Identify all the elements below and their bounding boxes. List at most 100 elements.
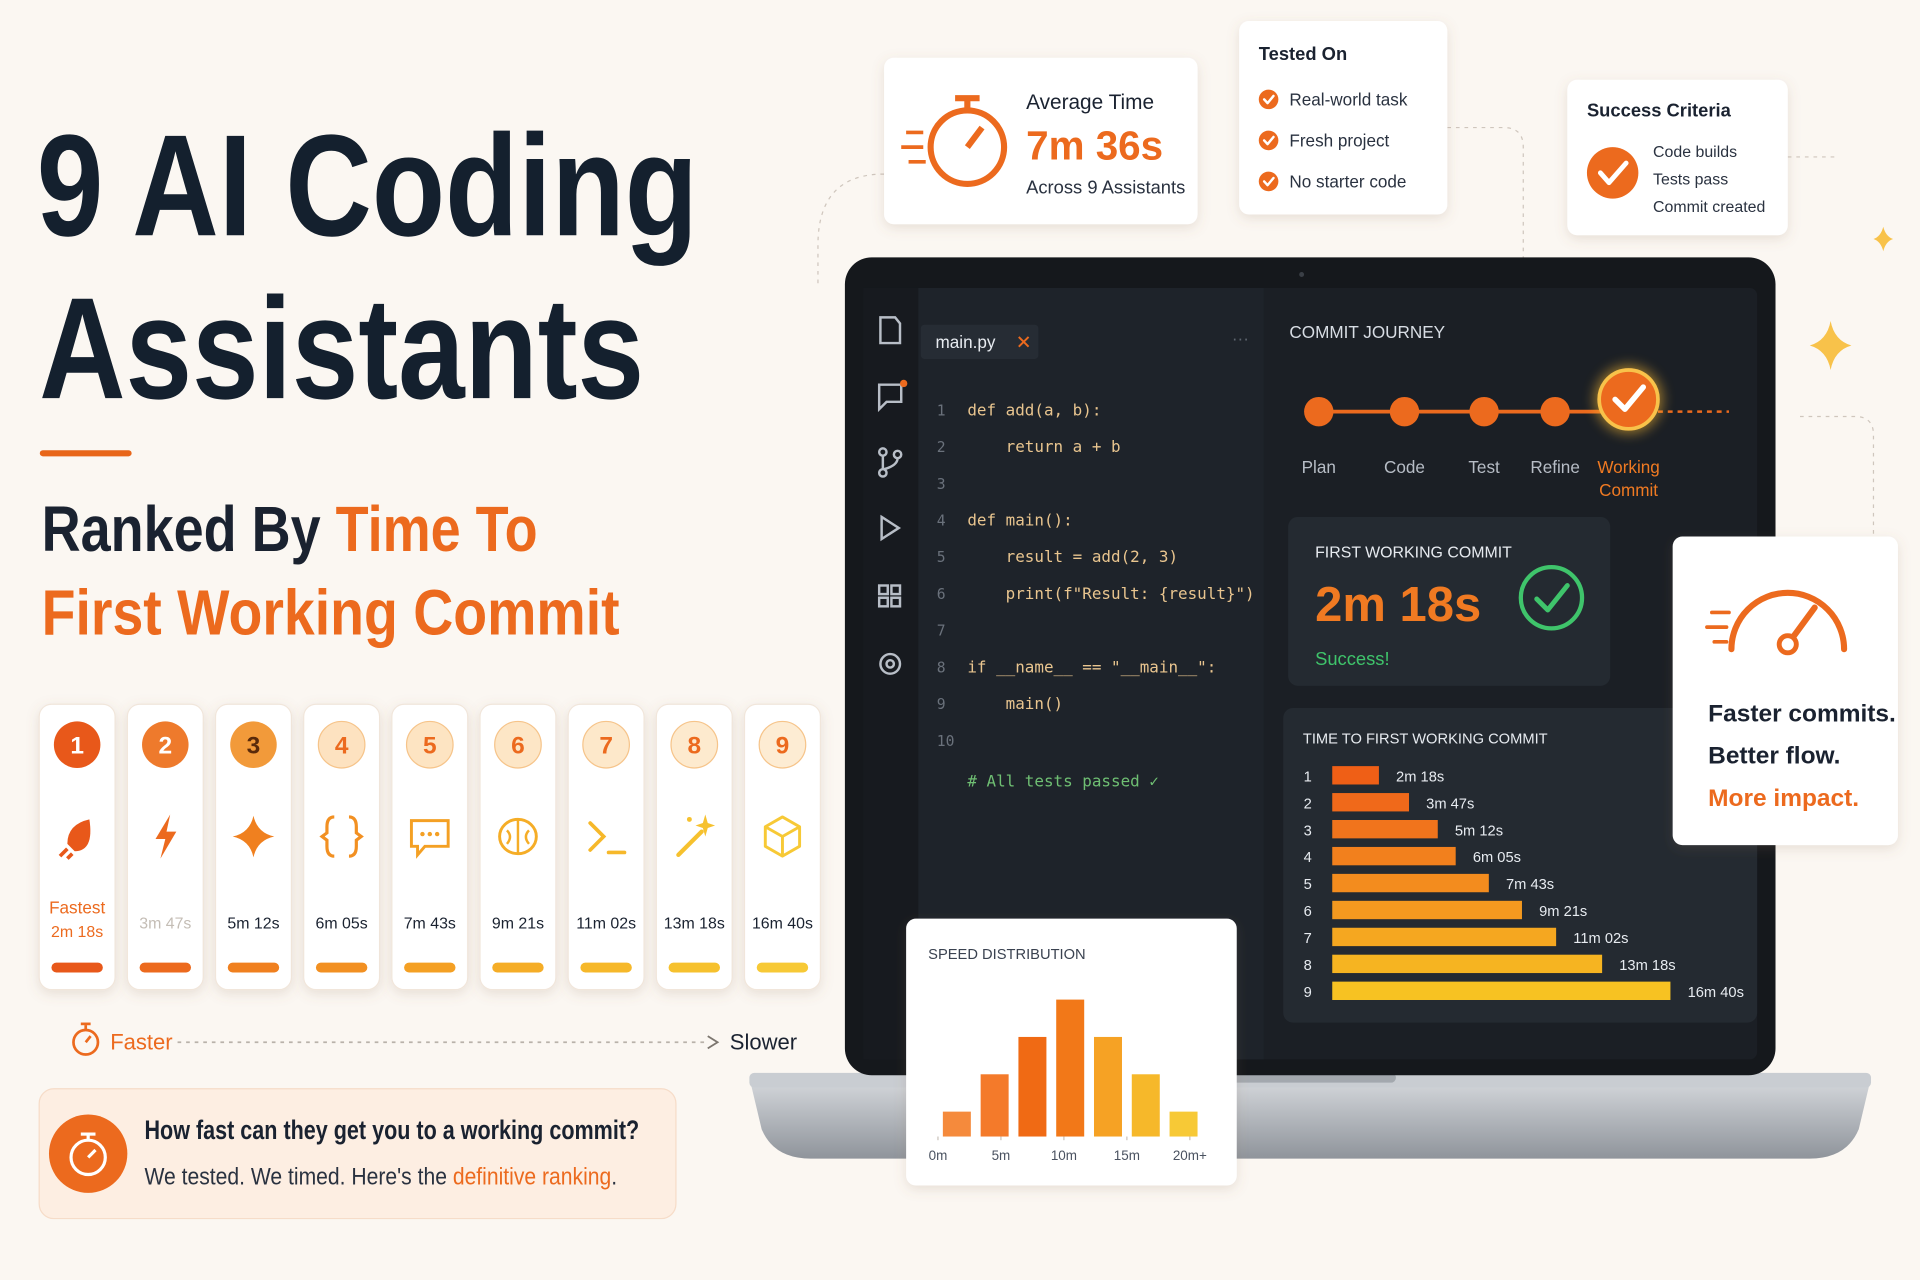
check-icon [1258, 171, 1279, 192]
rank-icon [686, 816, 692, 822]
bar [1332, 900, 1522, 920]
rank-badge [670, 720, 719, 769]
callout-end: . [611, 1163, 617, 1190]
line-number: 3 [937, 476, 946, 493]
rank-icon [58, 847, 74, 860]
rank-icon [588, 821, 627, 855]
connector [1447, 126, 1524, 264]
histogram-bar [1169, 1111, 1198, 1137]
tagline: Faster commits. Better flow. More impact. [1708, 700, 1896, 811]
tab-close [1018, 336, 1030, 348]
bar-category: 7 [1304, 931, 1312, 947]
rank-number: 2 [159, 732, 173, 759]
rank-icon [420, 831, 425, 837]
journey-node [1389, 396, 1420, 427]
callout-box [38, 1088, 677, 1220]
tested-title: Tested On [1259, 43, 1347, 64]
x-tick-label: 15m [1114, 1148, 1140, 1163]
rank-bar [580, 962, 632, 973]
check-mark [1262, 176, 1275, 187]
tab-label: main.py [936, 332, 996, 352]
code-comment: # All tests passed ✓ [967, 771, 1159, 790]
callout-answer: We tested. We timed. Here's the definiti… [144, 1163, 617, 1190]
bar-value-label: 2m 18s [1396, 769, 1444, 785]
scale-end: Slower [730, 1030, 797, 1055]
check-mark [1262, 94, 1275, 105]
connector [1800, 415, 1875, 535]
rank-note: Fastest [49, 898, 105, 918]
bar-category: 5 [1304, 877, 1312, 893]
bar [1332, 873, 1489, 893]
rank-badge [317, 720, 366, 769]
rank-badge [494, 720, 542, 769]
rank-bar [668, 962, 720, 973]
rank-bar [492, 962, 544, 973]
ranking-cards: 1 Fastest 2m 18s 2 3m 47s 3 5m 12s 4 6m 05s 5 7m 4… [38, 703, 822, 991]
rank-icon [676, 829, 704, 858]
tab-menu: ··· [1232, 328, 1249, 348]
success-item: Commit created [1653, 199, 1765, 216]
callout-icon [48, 1114, 128, 1193]
rank-badge [405, 720, 454, 769]
average-value: 7m 36s [1026, 122, 1163, 168]
line-number: 8 [937, 659, 946, 676]
journey-node [1597, 368, 1660, 431]
journey-title: COMMIT JOURNEY [1289, 322, 1445, 342]
rank-time: 16m 40s [752, 915, 813, 932]
success-icon [1586, 147, 1639, 199]
x-tick-label: 0m [929, 1148, 948, 1163]
bar-value-label: 9m 21s [1539, 904, 1587, 920]
histogram-bar [1018, 1036, 1047, 1137]
bar-title: TIME TO FIRST WORKING COMMIT [1303, 731, 1548, 747]
rank-icon [155, 814, 177, 859]
first-commit-icon [1518, 565, 1585, 631]
line-number: 4 [937, 513, 946, 530]
subtitle: Ranked By Time To [42, 494, 538, 565]
bar-value-label: 11m 02s [1573, 931, 1628, 947]
rank-number: 1 [70, 732, 84, 759]
rank-icon [232, 815, 275, 858]
rank-card [567, 703, 645, 991]
rank-number: 4 [335, 732, 349, 759]
journey-label: Plan [1302, 457, 1336, 477]
journey-node [1469, 396, 1499, 427]
x-tick-label: 20m+ [1173, 1148, 1207, 1163]
tested-item: Real-world task [1289, 90, 1407, 110]
connector [817, 173, 885, 288]
bar [1332, 820, 1438, 839]
rank-bar [404, 962, 456, 973]
callout-question: How fast can they get you to a working c… [144, 1115, 639, 1145]
histogram-bar [1093, 1036, 1122, 1137]
code-line: if __name__ == "__main__": [967, 657, 1216, 676]
bar-category: 2 [1304, 796, 1312, 812]
journey-node [1540, 396, 1570, 427]
line-number: 6 [937, 586, 946, 603]
rank-time: 2m 18s [51, 924, 103, 941]
subtitle-highlight: Time To [336, 494, 538, 565]
tagline-line: Faster commits. [1708, 700, 1896, 727]
tested-card [1239, 21, 1448, 215]
code-line: main() [967, 694, 1063, 713]
tagline-line: More impact. [1708, 785, 1859, 812]
rank-bar [756, 962, 809, 973]
code-line: result = add(2, 3) [967, 547, 1178, 566]
code-line: def add(a, b): [967, 400, 1101, 419]
average-label: Average Time [1026, 91, 1154, 114]
rank-time: 13m 18s [664, 915, 725, 932]
journey: Plan Code Test Refine Working Commit [1302, 365, 1729, 500]
subtitle-highlight: First Working Commit [42, 577, 620, 648]
code: 1 def add(a, b): 2 return a + b 3 4 def main(… [937, 400, 1255, 750]
rank-bar [227, 962, 280, 973]
rank-time: 6m 05s [316, 915, 368, 932]
average-stopwatch [901, 95, 1008, 187]
bar-category: 6 [1304, 904, 1312, 920]
code-line: return a + b [967, 437, 1120, 456]
bar-category: 3 [1304, 823, 1312, 839]
journey-label: Refine [1530, 457, 1580, 477]
rank-badge [582, 720, 630, 769]
first-commit-status: Success! [1315, 648, 1390, 669]
rank-number: 8 [687, 732, 701, 759]
distribution-chart: 0m 5m 10m 15m 20m+ [929, 999, 1207, 1163]
journey-label: Working [1597, 457, 1659, 477]
